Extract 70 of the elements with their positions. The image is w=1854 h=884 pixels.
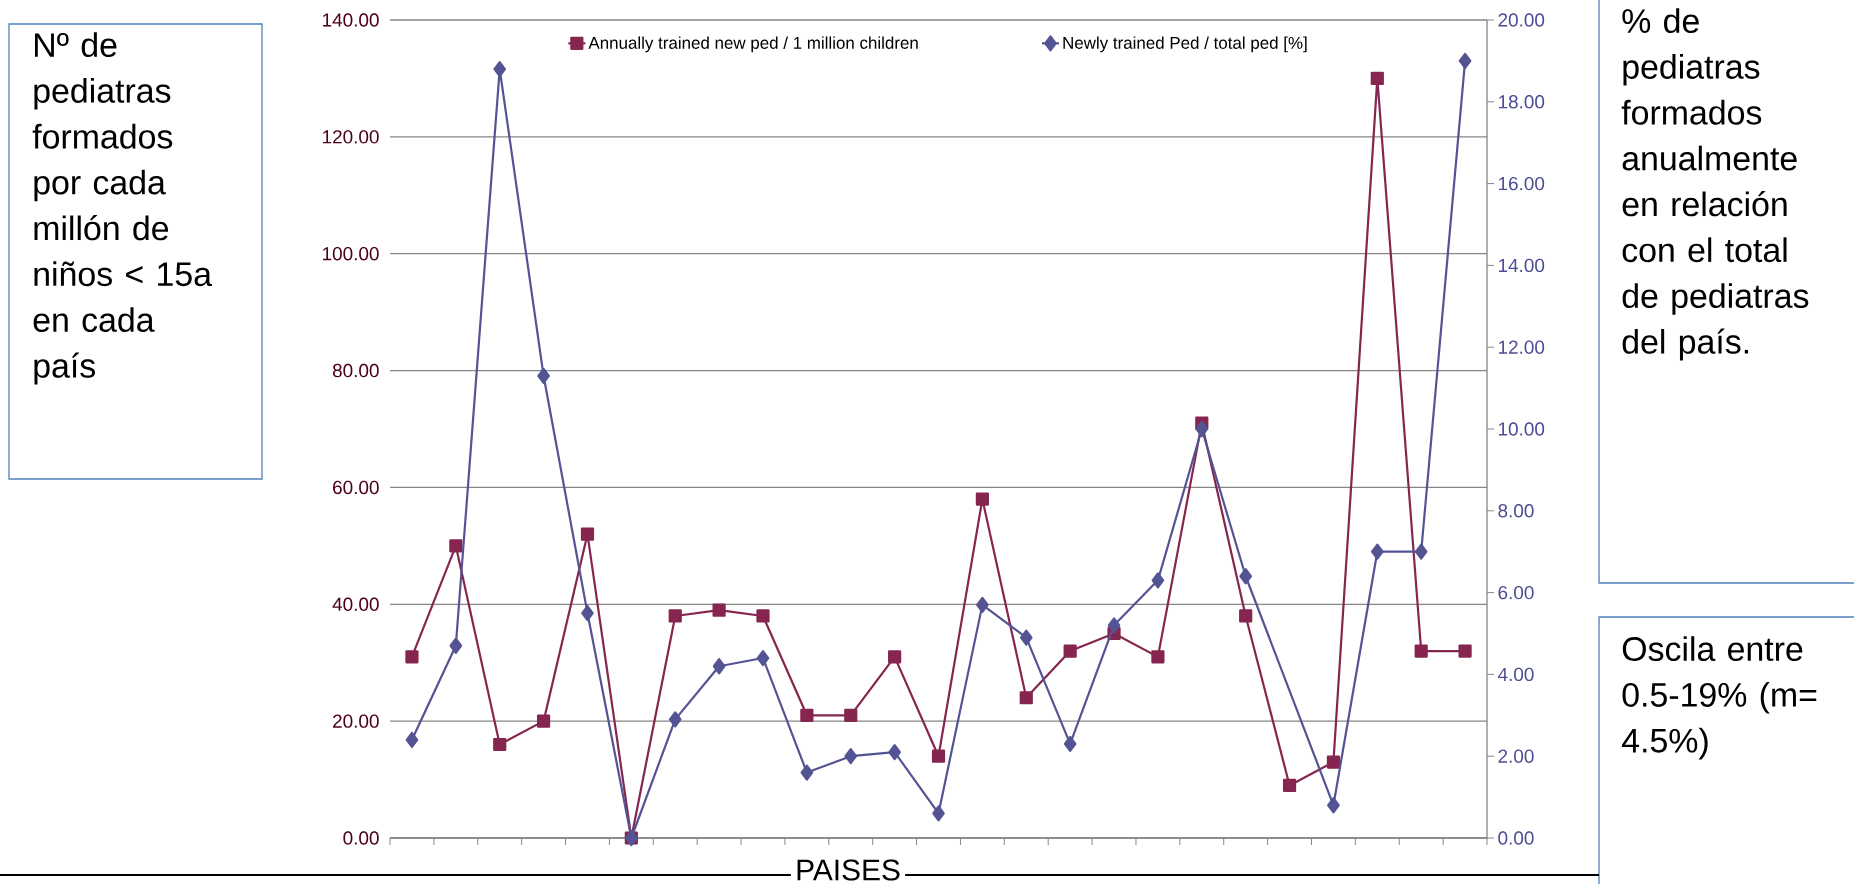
- point: [449, 539, 463, 553]
- point: [580, 527, 595, 541]
- y2-tick-label: 12.00: [1498, 340, 1545, 354]
- y2-tick-label: 0.00: [1498, 831, 1534, 845]
- point: [931, 749, 946, 763]
- y2-axis-title: % de pediatras formados anualmente en relación con el total de pediatras del país.: [1621, 8, 1809, 361]
- y2-tick-label: 20.00: [1498, 13, 1545, 27]
- y-tick-label: 60.00: [333, 480, 379, 495]
- point: [1370, 71, 1384, 86]
- point: [1370, 543, 1384, 560]
- point: [800, 764, 814, 781]
- point: [1282, 778, 1297, 793]
- y2-tick-label: 2.00: [1498, 749, 1534, 763]
- text: Oscila entre 0.5-19% (m= 4.5%): [1622, 636, 1817, 760]
- point: [1414, 644, 1428, 658]
- point: [712, 603, 726, 617]
- point: [976, 596, 989, 613]
- y2-tick-label: 6.00: [1498, 585, 1534, 600]
- y-axis-title: Nº de pediatras formados por cada millón de niños < 15a en cada país: [32, 32, 213, 385]
- point: [1063, 644, 1077, 658]
- legend-label: Newly trained Ped / total ped [%]: [1063, 36, 1307, 53]
- y2-tick-label: 10.00: [1498, 422, 1545, 436]
- y-tick-label: 80.00: [332, 363, 379, 378]
- point: [449, 637, 463, 654]
- point: [756, 649, 770, 667]
- point: [536, 714, 551, 728]
- point: [975, 492, 989, 506]
- y2-tick-label: 18.00: [1498, 95, 1545, 109]
- point: [1019, 691, 1033, 705]
- point: [405, 731, 419, 748]
- y2-tick-label: 14.00: [1498, 258, 1545, 273]
- y-tick-label: 20.00: [333, 714, 379, 728]
- point: [1107, 617, 1121, 634]
- point: [756, 609, 770, 623]
- point: [1151, 572, 1165, 589]
- y-tick-label: 120.00: [323, 130, 379, 144]
- point: [668, 609, 682, 623]
- point: [888, 744, 901, 761]
- y-tick-label: 140.00: [323, 13, 379, 27]
- point: [1458, 644, 1472, 658]
- y-tick-label: 40.00: [332, 597, 379, 611]
- point: [1327, 797, 1340, 814]
- point: [1063, 735, 1077, 753]
- point: [932, 805, 945, 822]
- legend-label: Annually trained new ped / 1 million children: [588, 36, 918, 53]
- point: [1151, 650, 1165, 664]
- y2-tick-label: 4.00: [1497, 667, 1534, 682]
- point: [581, 604, 594, 622]
- y-tick-label: 0.00: [343, 831, 379, 845]
- point: [1195, 420, 1209, 438]
- point: [888, 650, 902, 664]
- y-tick-label: 100.00: [323, 247, 379, 261]
- y2-tick-label: 8.00: [1498, 504, 1534, 518]
- point: [800, 708, 814, 722]
- point: [1458, 52, 1472, 69]
- point: [668, 711, 682, 728]
- point: [1239, 609, 1253, 623]
- y2-tick-label: 16.00: [1498, 176, 1545, 191]
- point: [1414, 543, 1428, 560]
- x-axis-title: PAISES: [797, 859, 900, 881]
- point: [405, 650, 419, 664]
- point: [537, 367, 550, 384]
- point: [1019, 629, 1033, 646]
- point: [493, 737, 507, 752]
- point: [844, 708, 858, 722]
- point: [1326, 755, 1341, 769]
- point: [493, 60, 507, 78]
- point: [844, 748, 858, 765]
- point: [1239, 568, 1253, 585]
- point: [712, 658, 726, 675]
